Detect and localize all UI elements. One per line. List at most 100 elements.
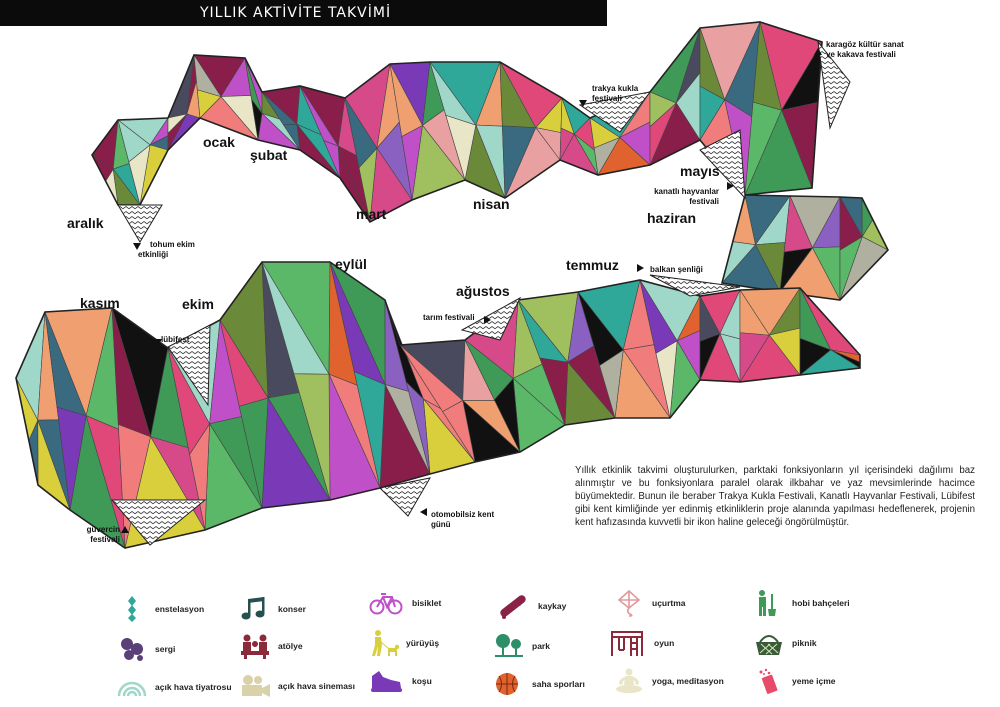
mosaic-triangle — [344, 97, 378, 169]
drink-icon — [759, 668, 778, 694]
mosaic-triangle — [117, 119, 151, 163]
event-tohum-ekim: tohum ekim etkinliği — [138, 240, 195, 260]
mosaic-triangle — [111, 307, 152, 438]
event-wedge — [378, 477, 431, 517]
event-karagoz-line2: ve kakava festivali — [826, 50, 896, 59]
event-wedge — [817, 40, 851, 130]
legend-label: yoga, meditasyon — [652, 676, 724, 686]
event-kanatli-line1: kanatlı hayvanlar — [654, 187, 719, 196]
legend-bisiklet: bisiklet — [366, 590, 441, 616]
legend-saha-sporlari: saha sporları — [492, 671, 585, 697]
playground-icon — [611, 631, 643, 656]
month-agustos: ağustos — [456, 283, 510, 299]
event-tohum-line2: etkinliği — [138, 250, 169, 259]
legend-kosu: koşu — [366, 668, 432, 694]
event-karagoz-line1: karagöz kültür sanat — [826, 40, 904, 49]
mosaic-triangle — [799, 287, 832, 351]
mosaic-triangle — [839, 195, 863, 251]
event-otomobilsiz: otomobilsiz kent günü — [431, 510, 494, 530]
legend-acik-hava-sinemasi: açık hava sineması — [238, 673, 355, 699]
amphitheater-icon — [117, 681, 147, 697]
month-temmuz: temmuz — [566, 257, 619, 273]
gallery-icon — [121, 638, 143, 661]
event-wedge — [578, 91, 652, 133]
running-shoe-icon — [371, 671, 402, 692]
event-wedge — [117, 204, 163, 243]
walking-dog-icon — [372, 630, 400, 656]
legend-label: enstelasyon — [155, 604, 205, 614]
mosaic-triangle — [783, 194, 813, 253]
legend-label: saha sporları — [532, 679, 585, 689]
legend-atolye: atölye — [238, 633, 303, 659]
mosaic-triangle — [329, 261, 386, 386]
mosaic-triangle — [219, 319, 269, 407]
legend-piknik: piknik — [752, 630, 817, 656]
month-mart: mart — [356, 206, 387, 222]
music-note-icon — [241, 597, 265, 620]
mosaic-triangle — [649, 91, 677, 128]
legend-label: sergi — [155, 644, 176, 654]
legend-sergi: sergi — [115, 636, 175, 662]
arrow-icon — [579, 100, 587, 107]
description-paragraph: Yıllık etkinlik takvimi oluşturulurken, … — [575, 465, 975, 528]
yoga-icon — [616, 668, 642, 693]
mosaic-outline — [15, 261, 861, 549]
arrow-icon — [727, 182, 734, 190]
kite-icon — [617, 589, 641, 617]
mosaic-triangle — [193, 54, 222, 98]
movie-camera-icon — [242, 675, 270, 697]
mosaic-triangle — [499, 61, 537, 128]
event-otomobilsiz-line1: otomobilsiz kent — [431, 510, 495, 519]
month-eylul: eylül — [335, 256, 367, 272]
mosaic-triangle — [752, 21, 783, 111]
month-nisan: nisan — [473, 196, 510, 212]
month-ocak: ocak — [203, 134, 235, 150]
picnic-basket-icon — [756, 635, 782, 655]
mosaic-triangle — [299, 85, 339, 147]
mosaic-triangle — [167, 347, 210, 456]
event-kanatli-line2: festivali — [689, 197, 719, 206]
legend-yeme-icme: yeme içme — [752, 668, 835, 694]
mosaic-triangle — [577, 291, 624, 366]
legend-hobi: hobi bahçeleri — [752, 590, 850, 616]
legend-label: atölye — [278, 641, 303, 651]
skateboard-icon — [500, 595, 526, 619]
mosaic-triangle — [589, 117, 621, 149]
trees-icon — [495, 634, 523, 657]
title-bar: YILLIK AKTİVİTE TAKVİMİ — [0, 0, 607, 26]
mosaic-triangle — [639, 279, 678, 354]
mosaic-triangle — [399, 344, 464, 412]
mosaic-triangle — [167, 113, 188, 134]
event-tohum-line1: tohum ekim — [150, 240, 195, 249]
event-trakya-line2: festivali — [592, 94, 622, 103]
mosaic-triangle — [517, 299, 569, 363]
legend-label: konser — [278, 604, 306, 614]
legend-label: yeme içme — [792, 676, 836, 686]
legend-label: park — [532, 641, 550, 651]
bicycle-icon — [369, 593, 403, 615]
legend-yuruyus: yürüyüş — [366, 630, 439, 656]
arrow-icon — [154, 339, 162, 346]
mosaic-triangle — [44, 311, 87, 417]
arrow-icon — [420, 508, 427, 516]
event-guvercin-line1: güvercin — [86, 525, 120, 534]
legend-ucurtma: uçurtma — [612, 589, 686, 617]
event-trakya-kukla: trakya kukla festivali — [592, 84, 638, 104]
installation-icon — [128, 596, 136, 622]
event-guvercin-line2: festivali — [90, 535, 120, 544]
event-guvercin: güvercin festivali — [86, 525, 120, 545]
month-kasim: kasım — [80, 295, 120, 311]
event-otomobilsiz-line2: günü — [431, 520, 451, 529]
event-wedge — [110, 499, 207, 546]
legend-label: koşu — [412, 676, 432, 686]
arrow-icon — [484, 316, 491, 324]
workshop-icon — [241, 634, 269, 659]
mosaic-triangle — [261, 261, 330, 375]
mosaic-triangle — [560, 97, 575, 135]
mosaic-triangle — [389, 63, 423, 137]
arrow-icon — [133, 243, 141, 250]
page-title: YILLIK AKTİVİTE TAKVİMİ — [200, 5, 392, 21]
month-aralik: aralık — [67, 215, 104, 231]
gardener-icon — [759, 590, 776, 616]
